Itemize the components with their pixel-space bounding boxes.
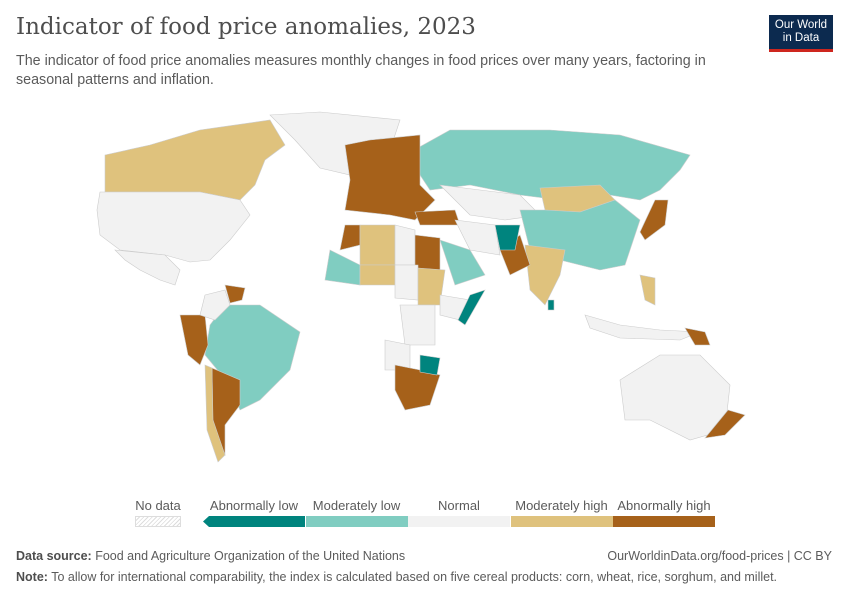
- country-philippines[interactable]: [639, 274, 656, 306]
- country-mali[interactable]: [324, 249, 361, 286]
- country-papua-new-guinea[interactable]: [684, 327, 711, 346]
- country-sri-lanka[interactable]: [547, 299, 555, 311]
- owid-logo[interactable]: Our World in Data: [769, 15, 833, 52]
- country-canada[interactable]: [104, 119, 286, 201]
- country-somalia[interactable]: [457, 289, 486, 326]
- country-indonesia[interactable]: [584, 314, 701, 341]
- country-new-zealand[interactable]: [704, 409, 746, 439]
- country-afghanistan[interactable]: [494, 224, 521, 251]
- country-saudi-arabia[interactable]: [439, 239, 486, 286]
- country-india[interactable]: [524, 244, 566, 306]
- legend-no-data-label: No data: [135, 498, 181, 513]
- note: Note: To allow for international compara…: [16, 570, 777, 584]
- country-niger[interactable]: [359, 264, 396, 286]
- country-morocco[interactable]: [339, 224, 361, 251]
- source-url-link[interactable]: OurWorldinData.org/food-prices | CC BY: [607, 549, 832, 563]
- country-turkey[interactable]: [414, 209, 461, 226]
- source-label: Data source:: [16, 549, 92, 563]
- legend-label-2: Normal: [438, 498, 480, 513]
- legend-label-3: Moderately high: [515, 498, 608, 513]
- country-chile[interactable]: [204, 364, 226, 463]
- country-venezuela[interactable]: [224, 284, 246, 304]
- legend-swatch-1[interactable]: [305, 516, 408, 527]
- country-colombia[interactable]: [199, 289, 231, 321]
- legend-swatch-4[interactable]: [613, 516, 715, 527]
- country-united-states[interactable]: [96, 191, 251, 263]
- country-chad[interactable]: [394, 264, 419, 301]
- world-map: [96, 111, 746, 463]
- data-source: Data source: Food and Agriculture Organi…: [16, 549, 405, 563]
- note-text: To allow for international comparability…: [51, 570, 778, 584]
- legend-swatch-0[interactable]: [203, 516, 305, 527]
- legend-label-1: Moderately low: [312, 498, 401, 513]
- legend-label-0: Abnormally low: [209, 498, 299, 513]
- note-label: Note:: [16, 570, 48, 584]
- country-iran[interactable]: [454, 219, 501, 256]
- country-egypt[interactable]: [414, 234, 441, 271]
- country-dr-congo[interactable]: [399, 304, 436, 346]
- legend-swatch-3[interactable]: [510, 516, 613, 527]
- country-japan[interactable]: [639, 199, 669, 241]
- country-mexico[interactable]: [114, 249, 181, 286]
- country-algeria[interactable]: [359, 224, 396, 266]
- legend-no-data-swatch[interactable]: [135, 516, 181, 527]
- country-peru[interactable]: [179, 314, 209, 366]
- country-zimbabwe[interactable]: [419, 354, 441, 376]
- chart-subtitle: The indicator of food price anomalies me…: [16, 53, 706, 88]
- country-libya[interactable]: [394, 224, 416, 266]
- chart-title: Indicator of food price anomalies, 2023: [16, 14, 476, 40]
- country-western-europe[interactable]: [344, 134, 436, 221]
- legend-swatch-2[interactable]: [408, 516, 510, 527]
- legend-label-4: Abnormally high: [617, 498, 711, 513]
- source-text: Food and Agriculture Organization of the…: [95, 549, 406, 563]
